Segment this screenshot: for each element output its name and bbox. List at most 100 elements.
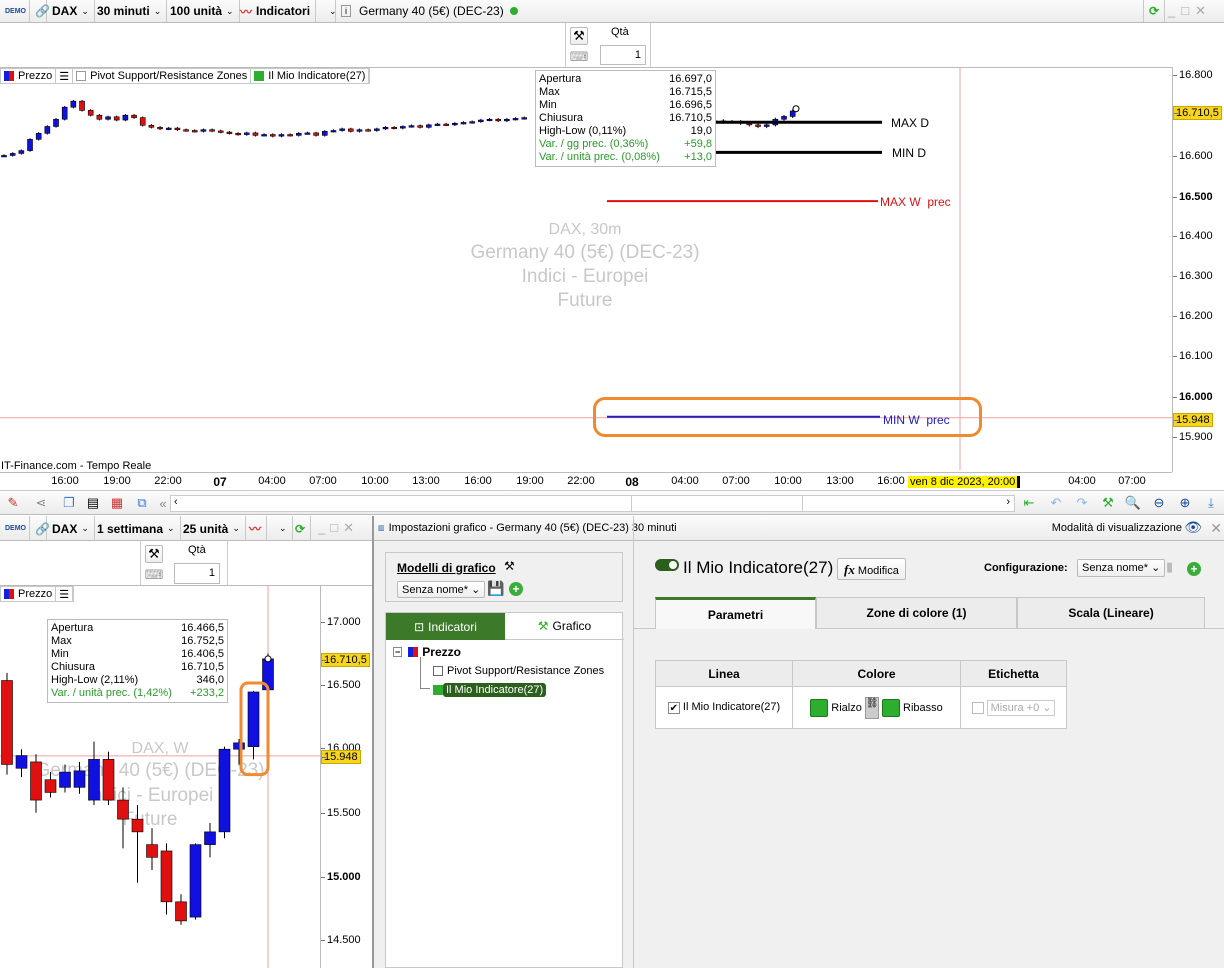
x-tick-label: 13:00 [412, 475, 440, 487]
maximize-icon[interactable]: □ [1181, 3, 1196, 18]
model-select[interactable]: Senza nome* ⌄ [397, 581, 486, 598]
legend-price[interactable]: Prezzo [1, 69, 57, 83]
order-ticket: ⚒ ⌨ Qtà 1 [140, 541, 228, 586]
view-mode-button[interactable]: Modalità di visualizzazione [1051, 522, 1182, 534]
indicators-button[interactable]: 〰 Indicatori [235, 0, 317, 22]
minimize-icon[interactable]: _ [318, 520, 331, 535]
wrench-icon[interactable]: ⚒ [570, 27, 588, 45]
save-icon[interactable]: 💾 [487, 580, 505, 596]
color-down-swatch[interactable] [881, 698, 900, 717]
wrench-icon[interactable]: ⚒ [504, 559, 515, 573]
candle [148, 124, 155, 128]
keyboard-icon[interactable]: ⌨ [569, 49, 589, 64]
legend-pivot[interactable]: Pivot Support/Resistance Zones [73, 69, 252, 83]
refresh-icon[interactable]: ⟳ [1143, 0, 1166, 22]
candle [27, 139, 33, 151]
save-icon[interactable]: ▮ [1166, 559, 1174, 574]
instrument-select[interactable]: DAX ⌄ [47, 0, 95, 22]
collapse-left-icon[interactable]: « [159, 495, 167, 511]
indicators-dropdown[interactable]: ⌄ [320, 0, 337, 22]
share-icon[interactable]: ⋖ [35, 495, 47, 510]
close-icon[interactable]: ✕ [343, 520, 359, 535]
scrollbar-thumb[interactable] [631, 496, 803, 511]
instrument-select[interactable]: DAX ⌄ [47, 516, 95, 541]
tab-zone-colore[interactable]: Zone di colore (1) [816, 597, 1017, 629]
keyboard-icon[interactable]: ⌨ [144, 567, 164, 582]
candle [382, 126, 389, 130]
link-icon[interactable]: 🔗 [30, 0, 50, 22]
units-select[interactable]: 25 unità ⌄ [178, 516, 246, 541]
indicators-dropdown[interactable]: ⌄ [270, 516, 293, 541]
y-tick-label: 15.900 [1173, 431, 1213, 443]
tab-indicatori[interactable]: ⊡ Indicatori [386, 613, 505, 640]
indicators-button[interactable]: 〰 [244, 516, 268, 541]
line-checkbox[interactable]: ✔ [667, 701, 680, 714]
label-select[interactable]: Misura +0 ⌄ [986, 699, 1056, 716]
scroll-right-icon[interactable]: › [1006, 496, 1010, 508]
timeframe-select[interactable]: 30 minuti ⌄ [92, 0, 168, 22]
window-controls[interactable]: _□✕ [318, 520, 359, 536]
tab-scala[interactable]: Scala (Lineare) [1017, 597, 1205, 629]
y-axis[interactable]: 16.800 16.600 16.500 16.400 16.300 16.200 16.1… [1172, 67, 1224, 472]
qty-input[interactable]: 1 [600, 45, 646, 65]
close-icon[interactable]: ✕ [1210, 520, 1222, 536]
windows-icon[interactable]: ⧉ [137, 495, 147, 510]
report-icon[interactable]: ▤ [86, 495, 100, 510]
maximize-icon[interactable]: □ [330, 520, 344, 535]
timeframe-select[interactable]: 1 settimana ⌄ [92, 516, 181, 541]
tab-parametri[interactable]: Parametri [655, 597, 816, 629]
x-axis[interactable]: 16:00 19:00 22:00 07 04:00 07:00 10:00 13:00 16:… [0, 472, 1172, 490]
scroll-left-icon[interactable]: ‹ [174, 496, 178, 508]
label-checkbox[interactable] [971, 702, 984, 715]
add-icon[interactable]: + [1187, 562, 1201, 576]
minimize-icon[interactable]: _ [1168, 3, 1182, 18]
tree-item-indicator[interactable]: Il Mio Indicatore(27) [433, 683, 547, 697]
legend-list-icon[interactable]: ☰ [56, 69, 74, 83]
units-select[interactable]: 100 unità ⌄ [165, 0, 240, 22]
info-icon[interactable]: i [341, 5, 351, 17]
chart-settings-icon[interactable]: ⚒ [1102, 495, 1114, 510]
x-tick-label: 07:00 [1118, 475, 1146, 487]
link-icon[interactable]: 🔗 [30, 516, 50, 541]
eye-icon[interactable]: 👁 [1184, 519, 1202, 535]
color-up-swatch[interactable] [810, 698, 829, 717]
y-axis[interactable]: 17.000 16.500 16.000 15.500 15.000 14.500 16.7… [320, 586, 372, 968]
tree-item-pivot[interactable]: Pivot Support/Resistance Zones [433, 665, 604, 677]
legend-price[interactable]: Prezzo [1, 587, 57, 601]
modify-button[interactable]: fx Modifica [837, 558, 906, 580]
window-controls[interactable]: _□✕ [1168, 3, 1212, 19]
scroll-to-end-icon[interactable]: ⤓ [1208, 495, 1214, 510]
x-tick-label: 08 [625, 475, 639, 489]
add-icon[interactable]: + [509, 582, 523, 596]
candle [157, 126, 163, 130]
zoom-in-icon[interactable]: ⊕ [1179, 495, 1191, 510]
link-colors-icon[interactable]: ⛓ [864, 696, 879, 719]
qty-label: Qtà [611, 26, 629, 38]
weekly-toolbar: DEMO 🔗 DAX ⌄ 1 settimana ⌄ 25 unità ⌄ 〰 ⌄ ⟳… [0, 516, 372, 541]
undo-icon[interactable]: ↶ [1050, 495, 1062, 510]
redo-icon[interactable]: ↷ [1076, 495, 1088, 510]
price-chart-weekly[interactable] [0, 586, 320, 968]
models-label[interactable]: Modelli di grafico [397, 561, 496, 575]
auto-scale-icon[interactable]: 🔍 [1124, 495, 1142, 510]
zoom-out-icon[interactable]: ⊖ [1153, 495, 1165, 510]
divider [633, 516, 634, 968]
config-select[interactable]: Senza nome* ⌄ [1077, 559, 1166, 577]
close-icon[interactable]: ✕ [1195, 3, 1212, 18]
y-tick-label: 16.000 [1173, 391, 1213, 403]
comment-icon[interactable]: ❐ [63, 495, 75, 510]
tree-root-prezzo[interactable]: − Prezzo [393, 645, 461, 659]
drawing-pen-icon[interactable]: ✎ [7, 495, 19, 510]
go-to-date-icon[interactable]: ⇤ [1023, 495, 1035, 510]
qty-input[interactable]: 1 [174, 563, 220, 584]
refresh-icon[interactable]: ⟳ [290, 516, 312, 541]
tab-grafico[interactable]: ⚒ Grafico [505, 613, 624, 640]
wrench-icon[interactable]: ⚒ [145, 545, 163, 563]
x-tick-label: 22:00 [154, 475, 182, 487]
horizontal-scrollbar[interactable]: ‹ › [170, 495, 1015, 512]
legend-list-icon[interactable]: ☰ [56, 587, 74, 601]
indicator-toggle[interactable] [655, 559, 679, 571]
collapse-icon[interactable]: − [393, 647, 403, 657]
legend-indicator[interactable]: Il Mio Indicatore(27) [251, 69, 370, 83]
orders-icon[interactable]: ▦ [110, 495, 124, 510]
